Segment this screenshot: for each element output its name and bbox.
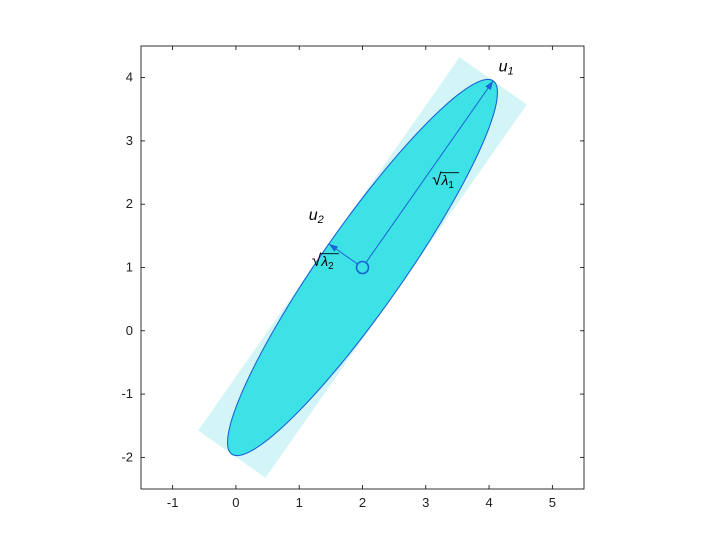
ytick-label: 4 <box>126 70 133 85</box>
xtick-label: 3 <box>422 495 429 510</box>
xtick-label: 5 <box>549 495 556 510</box>
ytick-label: -2 <box>121 449 133 464</box>
xtick-label: 4 <box>485 495 492 510</box>
plot-area <box>198 57 527 477</box>
ytick-label: -1 <box>121 386 133 401</box>
xtick-label: 0 <box>232 495 239 510</box>
xtick-label: -1 <box>167 495 179 510</box>
ytick-label: 0 <box>126 323 133 338</box>
center-marker <box>356 261 368 273</box>
ytick-label: 2 <box>126 196 133 211</box>
xtick-label: 2 <box>359 495 366 510</box>
label-u1: u1 <box>499 58 514 77</box>
xtick-label: 1 <box>296 495 303 510</box>
ytick-label: 3 <box>126 133 133 148</box>
label-u2: u2 <box>309 207 324 226</box>
ytick-label: 1 <box>126 260 133 275</box>
